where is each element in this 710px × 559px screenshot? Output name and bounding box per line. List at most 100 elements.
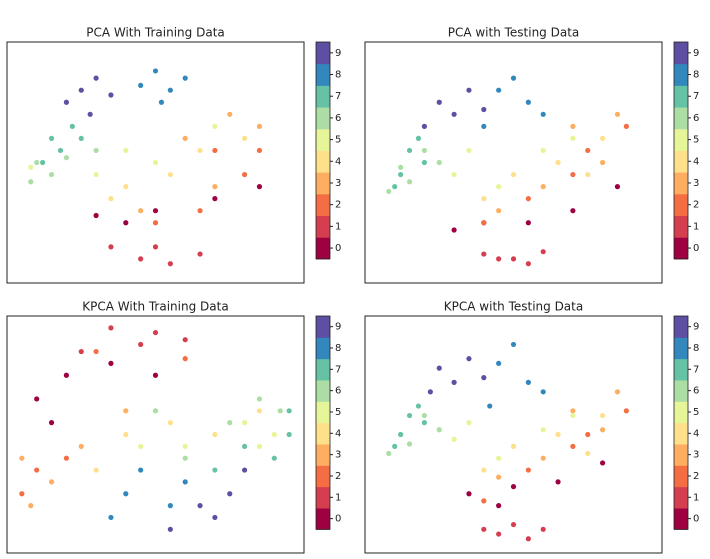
colorbar-segment [674,63,688,86]
colorbar-segment [674,42,688,65]
point [138,256,144,262]
point [93,75,99,81]
point [510,341,517,348]
colorbar-segment [316,507,330,530]
point [540,111,546,117]
colorbar-label: 0 [335,243,341,254]
point [63,155,69,161]
point [108,514,114,521]
point [421,420,427,426]
point [48,479,55,485]
point [398,431,404,438]
colorbar-segment [674,358,688,381]
colorbar-segment [674,443,688,466]
point [398,171,404,178]
colorbar-segment [674,85,688,108]
axes-frame [6,315,305,554]
point [623,408,629,414]
point [152,159,159,166]
colorbar-segment [674,193,688,217]
point [286,408,292,414]
colorbar-frame [315,41,331,260]
point [78,87,84,93]
point [242,171,248,178]
colorbar-label: 7 [693,91,699,102]
point [540,526,546,532]
point [152,68,159,74]
point [415,403,422,409]
point [585,171,591,178]
point [555,479,561,485]
point [182,356,188,362]
point [78,443,84,449]
colorbar-label: 5 [693,407,699,418]
colorbar-label: 8 [335,343,341,354]
colorbar-segment [674,215,688,238]
point [138,82,144,88]
colorbar-label: 3 [335,178,341,189]
colorbar-label: 3 [693,178,699,189]
point [392,184,398,190]
colorbar-segment [316,42,330,65]
point [600,427,606,433]
point [256,396,263,402]
point [242,443,248,449]
point [415,135,422,141]
point [152,220,159,226]
point [481,498,487,504]
point [227,491,233,497]
point [600,412,606,419]
colorbar-segment [674,401,688,424]
point [138,467,144,473]
colorbar-label: 3 [693,450,699,461]
point [19,455,25,461]
point [555,159,561,166]
point [197,147,203,154]
colorbar-label: 0 [335,514,341,525]
point [496,531,502,537]
point [19,491,25,497]
point [496,208,502,214]
colorbar-segment [316,422,330,445]
point [525,220,531,226]
point [623,123,629,129]
point [256,123,263,129]
point [392,443,398,449]
point [510,484,517,490]
point [182,455,188,461]
point [152,244,159,250]
colorbar-label: 1 [335,221,341,232]
point [510,443,517,449]
subplot-title: PCA With Training Data [86,26,225,40]
colorbar-label: 6 [335,386,341,397]
point [167,261,173,267]
colorbar-frame [673,41,689,260]
point [212,147,218,154]
axes-frame [6,41,305,284]
colorbar-label: 4 [693,156,699,167]
point [108,325,114,331]
point [600,159,606,166]
colorbar-label: 8 [335,70,341,81]
point [93,348,99,355]
point [496,360,502,366]
point [182,135,188,141]
point [197,251,203,257]
point [451,171,457,178]
colorbar-label: 0 [693,514,699,525]
point [570,208,576,214]
point [34,159,40,166]
colorbar-segment [316,107,330,130]
point [212,431,218,438]
point [570,171,576,178]
point [182,479,188,485]
point [212,184,218,190]
point [436,159,442,166]
colorbar-segment [674,465,688,488]
colorbar-segment [316,465,330,488]
point [40,159,46,166]
point [152,329,159,336]
point [167,420,173,426]
point [256,443,263,449]
colorbar-label: 4 [693,428,699,439]
